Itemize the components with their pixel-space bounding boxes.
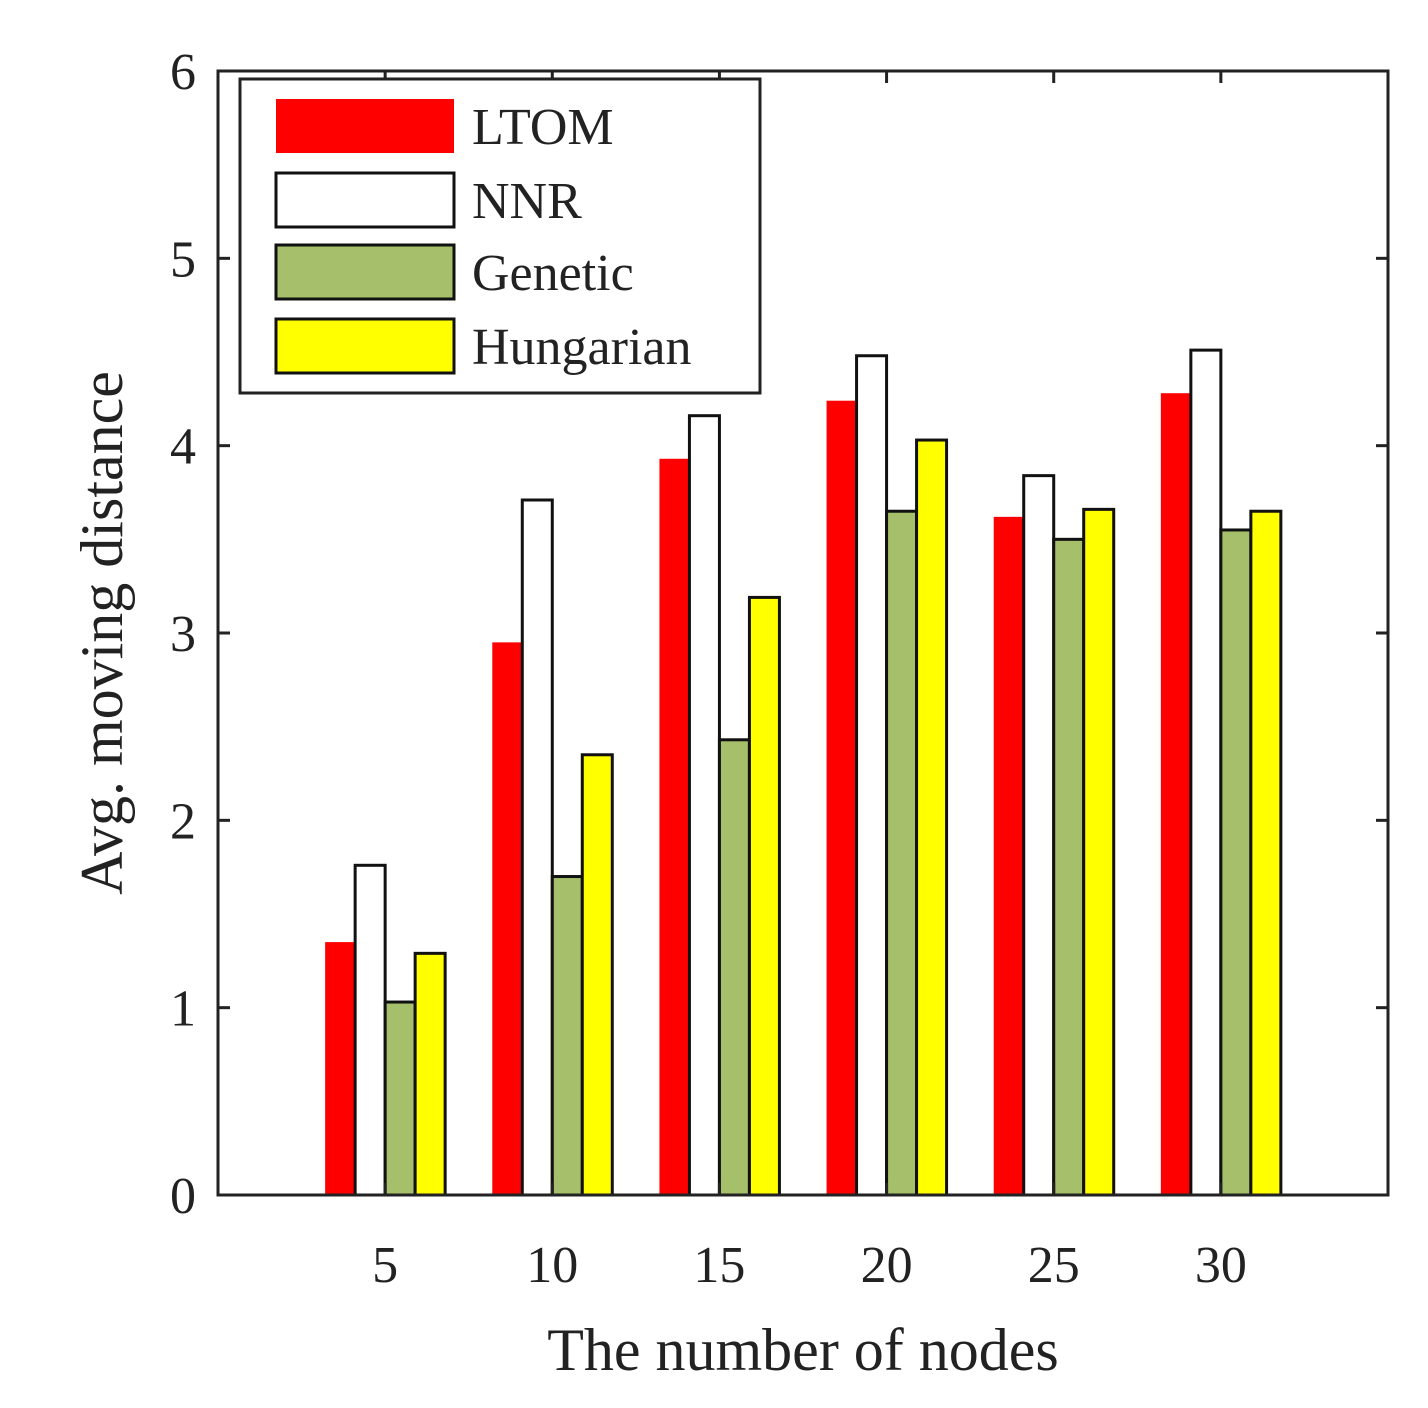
x-tick-label-10: 10 <box>526 1237 578 1294</box>
legend-swatch-nnr <box>274 171 456 229</box>
bar-nnr-5 <box>353 863 387 1197</box>
y-tick-label-6: 6 <box>170 44 196 101</box>
bar-genetic-10 <box>550 875 584 1197</box>
bar-ltom-10 <box>492 642 523 1195</box>
x-tick-label-25: 25 <box>1028 1237 1080 1294</box>
axis-ticks: 0 1 2 3 4 5 6 5 10 15 20 25 30 <box>170 44 1388 1294</box>
legend-swatch-ltom <box>276 99 454 153</box>
bar-hungarian-30 <box>1249 509 1283 1197</box>
x-tick-label-5: 5 <box>372 1237 398 1294</box>
bar-genetic-15 <box>717 738 751 1197</box>
bar-ltom-25 <box>993 516 1024 1195</box>
y-tick-label-1: 1 <box>170 981 196 1038</box>
bar-genetic-5 <box>383 1000 417 1197</box>
legend-swatch-genetic <box>274 243 456 301</box>
bar-ltom-20 <box>826 400 857 1195</box>
bar-ltom-15 <box>659 458 690 1195</box>
bar-nnr-15 <box>687 414 721 1197</box>
bar-hungarian-5 <box>413 951 447 1197</box>
bar-genetic-30 <box>1219 528 1253 1197</box>
y-tick-label-0: 0 <box>170 1168 196 1225</box>
bar-nnr-20 <box>855 354 889 1197</box>
bar-genetic-25 <box>1052 537 1086 1197</box>
bar-hungarian-15 <box>747 595 781 1197</box>
y-tick-label-5: 5 <box>170 231 196 288</box>
bar-nnr-10 <box>520 498 554 1197</box>
x-tick-label-30: 30 <box>1195 1237 1247 1294</box>
bar-hungarian-20 <box>915 438 949 1197</box>
legend-label-genetic: Genetic <box>472 245 634 302</box>
bars-layer <box>325 348 1283 1197</box>
x-tick-label-20: 20 <box>861 1237 913 1294</box>
x-tick-label-15: 15 <box>693 1237 745 1294</box>
legend: LTOM NNR Genetic Hungarian <box>238 77 762 395</box>
legend-label-ltom: LTOM <box>472 99 614 156</box>
y-tick-label-4: 4 <box>170 419 196 476</box>
bar-nnr-25 <box>1022 474 1056 1197</box>
legend-label-nnr: NNR <box>472 173 582 230</box>
x-axis-label: The number of nodes <box>547 1317 1059 1383</box>
legend-label-hungarian: Hungarian <box>472 319 691 376</box>
bar-ltom-5 <box>325 942 356 1195</box>
bar-nnr-30 <box>1189 348 1223 1197</box>
legend-swatch-hungarian <box>274 317 456 375</box>
bar-hungarian-10 <box>580 753 614 1197</box>
y-tick-label-2: 2 <box>170 793 196 850</box>
bar-hungarian-25 <box>1082 507 1116 1197</box>
bar-ltom-30 <box>1160 393 1191 1195</box>
y-tick-label-3: 3 <box>170 606 196 663</box>
bar-genetic-20 <box>885 509 919 1197</box>
y-axis-label: Avg. moving distance <box>69 371 135 895</box>
